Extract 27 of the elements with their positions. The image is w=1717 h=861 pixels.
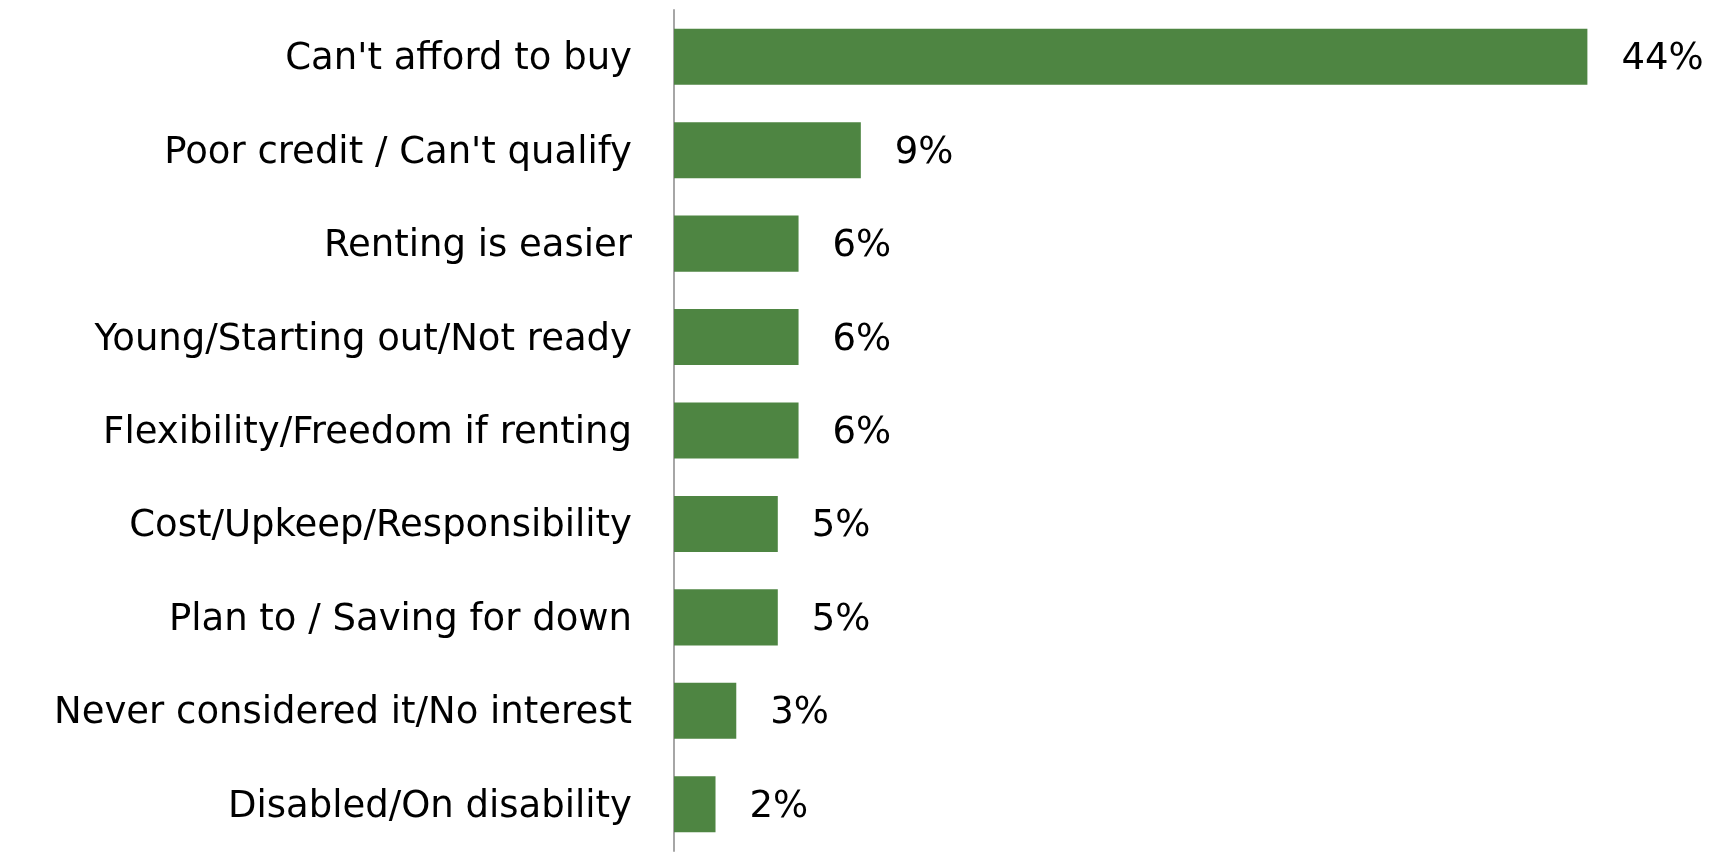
bar	[674, 28, 1588, 85]
y-tick-label: Never considered it/No interest	[54, 689, 632, 733]
data-label: 6%	[832, 409, 892, 452]
y-tick-label: Cost/Upkeep/Responsibility	[129, 502, 632, 546]
data-label: 6%	[832, 222, 892, 266]
bar	[674, 495, 778, 552]
y-tick-label: Poor credit / Can't qualify	[164, 128, 632, 172]
bar	[674, 309, 799, 366]
data-label: 3%	[770, 689, 829, 733]
bar	[674, 682, 737, 739]
y-tick-label: Can't afford to buy	[285, 35, 632, 79]
data-label: 9%	[894, 128, 954, 172]
y-tick-label: Renting is easier	[323, 222, 633, 266]
bar	[674, 589, 778, 646]
data-label: 2%	[749, 782, 809, 826]
y-tick-label: Plan to / Saving for down	[168, 595, 632, 639]
y-tick-label: Flexibility/Freedom if renting	[103, 409, 632, 452]
y-tick-label: Young/Starting out/Not ready	[93, 315, 632, 359]
y-tick-label: Disabled/On disability	[228, 782, 632, 826]
data-label: 5%	[811, 502, 871, 546]
bar	[674, 402, 799, 459]
data-label: 5%	[811, 595, 871, 639]
data-label: 6%	[832, 315, 892, 359]
bar	[674, 215, 799, 272]
bar	[674, 776, 716, 833]
bar	[674, 122, 861, 179]
data-label: 44%	[1621, 35, 1704, 79]
